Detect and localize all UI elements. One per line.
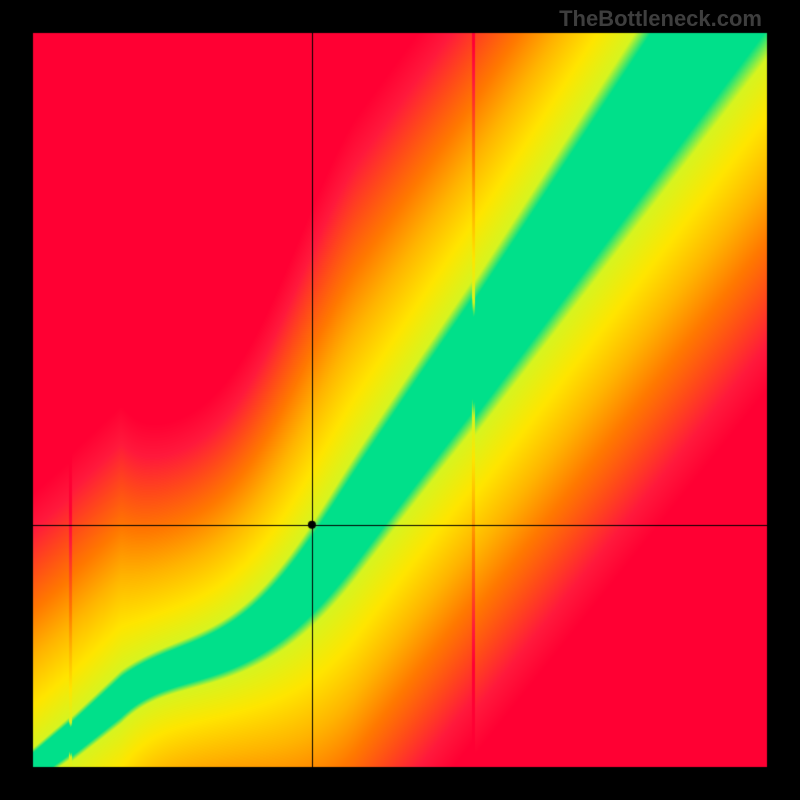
bottleneck-heatmap	[0, 0, 800, 800]
watermark-label: TheBottleneck.com	[559, 6, 762, 32]
chart-container: TheBottleneck.com	[0, 0, 800, 800]
